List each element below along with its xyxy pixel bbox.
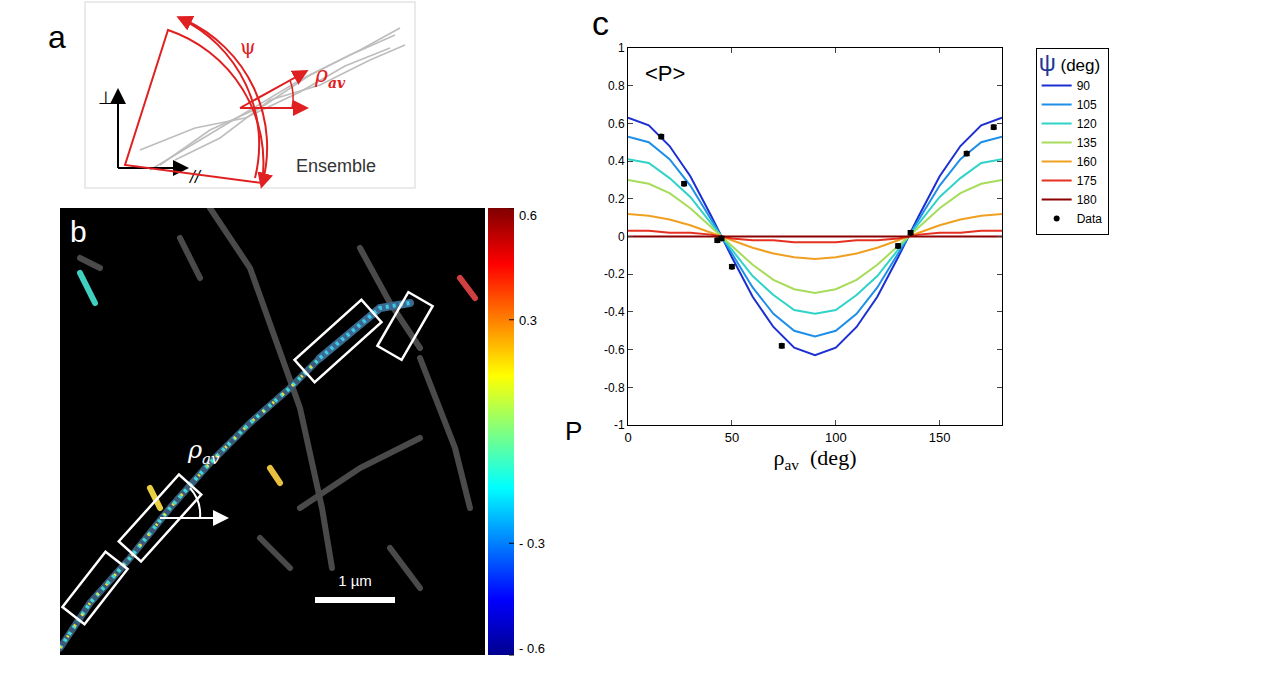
svg-text:Ensemble: Ensemble — [296, 156, 376, 176]
svg-text:-0.4: -0.4 — [604, 305, 625, 319]
svg-text:0.4: 0.4 — [608, 154, 625, 168]
svg-text:- 0.3: - 0.3 — [519, 536, 545, 551]
svg-text:175: 175 — [1077, 174, 1097, 188]
svg-text:-0.6: -0.6 — [604, 343, 625, 357]
svg-text:ψ (deg): ψ (deg) — [1039, 49, 1101, 76]
svg-text:1: 1 — [618, 41, 625, 55]
svg-text:160: 160 — [1077, 155, 1097, 169]
svg-text:P: P — [565, 416, 582, 446]
svg-text:150: 150 — [929, 430, 951, 445]
svg-text:⊥: ⊥ — [98, 87, 114, 108]
svg-text:ρav: ρav — [314, 62, 346, 91]
svg-text:Data: Data — [1077, 212, 1103, 226]
svg-text:-1: -1 — [614, 418, 625, 432]
svg-text:100: 100 — [825, 430, 847, 445]
svg-text:0.6: 0.6 — [519, 208, 537, 223]
svg-text:120: 120 — [1077, 117, 1097, 131]
svg-text:90: 90 — [1077, 79, 1091, 93]
svg-text:0.3: 0.3 — [519, 313, 537, 328]
svg-text:b: b — [70, 215, 87, 248]
svg-text:0.8: 0.8 — [608, 79, 625, 93]
svg-text:-0.8: -0.8 — [604, 381, 625, 395]
svg-text://: // — [188, 168, 202, 186]
svg-text:ρ​av​ (deg): ρ​av​ (deg) — [774, 445, 857, 473]
svg-text:180: 180 — [1077, 193, 1097, 207]
svg-text:0: 0 — [618, 230, 625, 244]
svg-text:0.6: 0.6 — [608, 117, 625, 131]
svg-text:135: 135 — [1077, 136, 1097, 150]
svg-text:ρav: ρav — [187, 436, 220, 468]
svg-text:1 µm: 1 µm — [338, 572, 372, 589]
svg-text:50: 50 — [725, 430, 739, 445]
svg-text:0: 0 — [624, 430, 631, 445]
svg-text:ψ: ψ — [240, 35, 256, 59]
html-text:c: c — [592, 4, 609, 42]
svg-text:<P>: <P> — [645, 61, 685, 86]
svg-text:0.2: 0.2 — [608, 192, 625, 206]
svg-text:- 0.6: - 0.6 — [519, 641, 545, 656]
svg-text:a: a — [48, 19, 66, 55]
svg-text:105: 105 — [1077, 98, 1097, 112]
svg-text:-0.2: -0.2 — [604, 267, 625, 281]
